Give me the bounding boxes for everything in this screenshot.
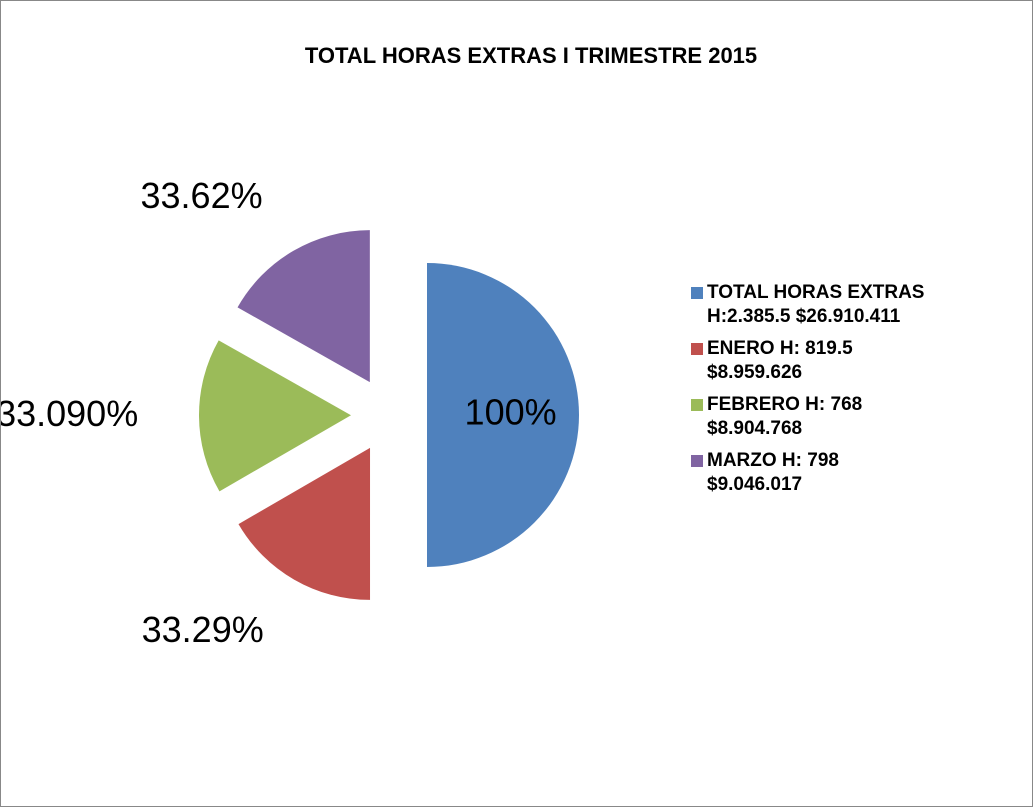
legend-item: TOTAL HORAS EXTRAS H:2.385.5 $26.910.411 — [691, 281, 1026, 329]
data-label: 33.090% — [1, 393, 138, 434]
legend-swatch — [691, 455, 703, 467]
data-label: 33.62% — [141, 175, 263, 216]
legend-label: ENERO H: 819.5 $8.959.626 — [707, 338, 853, 383]
legend-swatch — [691, 287, 703, 299]
legend-item: ENERO H: 819.5 $8.959.626 — [691, 337, 1026, 385]
pie-slice — [199, 340, 352, 492]
legend-swatch — [691, 343, 703, 355]
legend-label: MARZO H: 798 $9.046.017 — [707, 450, 839, 495]
pie-slice — [238, 447, 371, 600]
legend-label: FEBRERO H: 768 $8.904.768 — [707, 394, 863, 439]
legend-item: FEBRERO H: 768 $8.904.768 — [691, 393, 1026, 441]
data-label: 33.29% — [142, 609, 264, 650]
legend: TOTAL HORAS EXTRAS H:2.385.5 $26.910.411… — [691, 281, 1026, 505]
pie-slice — [237, 230, 370, 383]
legend-swatch — [691, 399, 703, 411]
pie-slice — [427, 263, 579, 567]
data-label: 100% — [465, 392, 557, 433]
legend-item: MARZO H: 798 $9.046.017 — [691, 449, 1026, 497]
chart-title: TOTAL HORAS EXTRAS I TRIMESTRE 2015 — [305, 43, 757, 68]
legend-label: TOTAL HORAS EXTRAS H:2.385.5 $26.910.411 — [707, 282, 925, 327]
